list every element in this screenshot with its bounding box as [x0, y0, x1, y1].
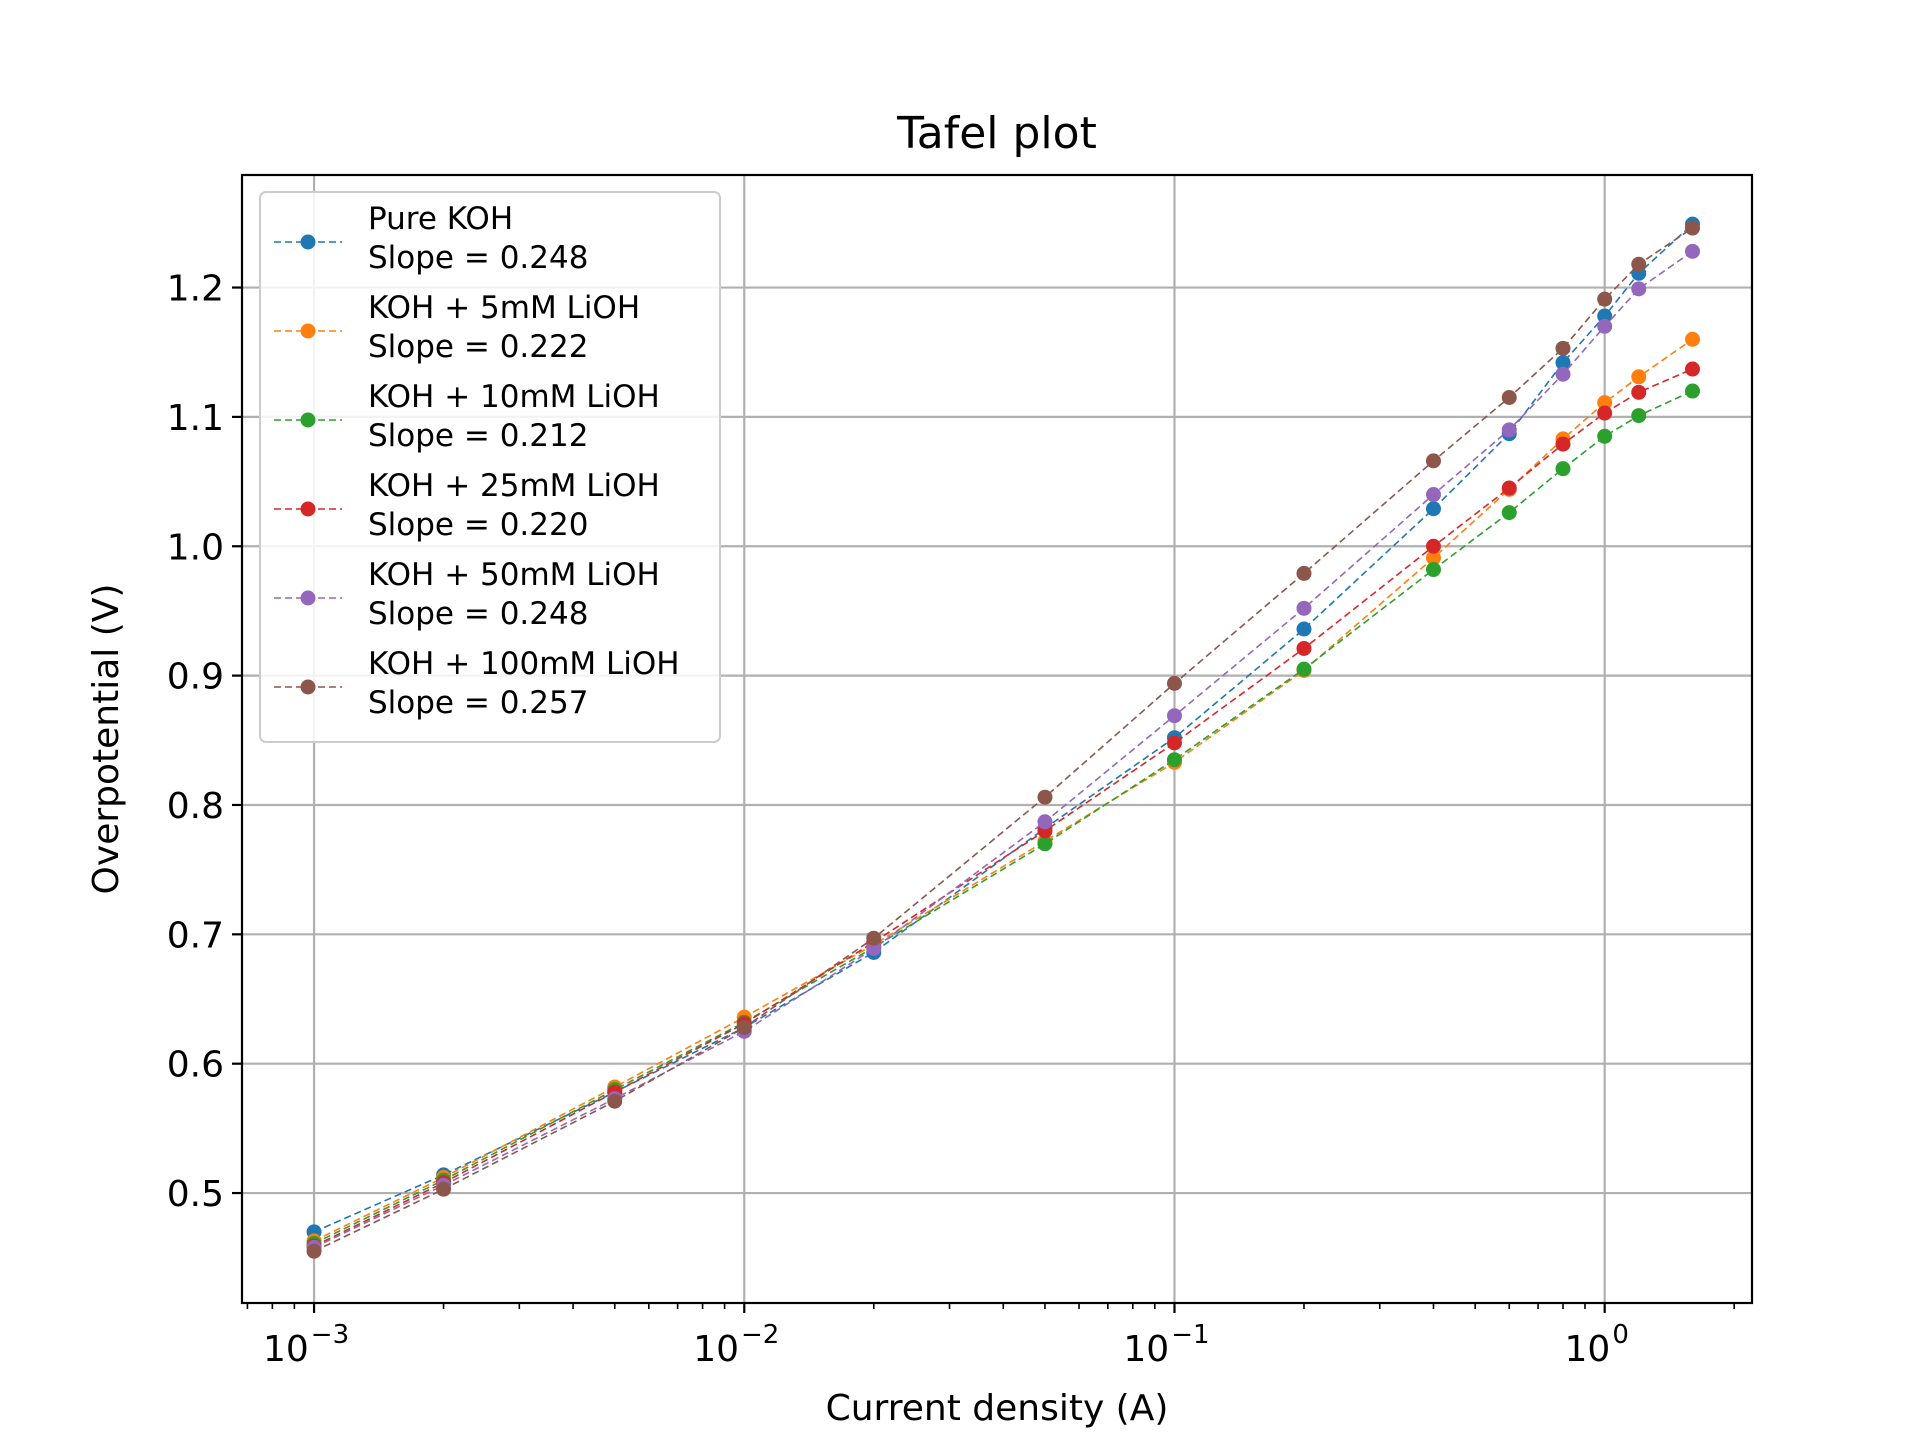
data-point — [1166, 752, 1182, 768]
data-point — [1296, 600, 1312, 616]
data-point — [1597, 428, 1613, 444]
x-axis-label: Current density (A) — [826, 1388, 1169, 1429]
data-point — [1037, 836, 1053, 852]
data-point — [1166, 708, 1182, 724]
data-point — [1685, 243, 1701, 259]
legend-marker — [300, 412, 316, 428]
y-axis-label: Overpotential (V) — [86, 584, 127, 895]
y-tick-label: 0.7 — [167, 915, 224, 956]
data-point — [1555, 340, 1571, 356]
y-tick-label: 1.1 — [167, 398, 224, 439]
series-layer — [306, 216, 1701, 1259]
series-6 — [306, 220, 1701, 1259]
legend-slope-label: Slope = 0.212 — [368, 418, 588, 454]
data-point — [736, 1019, 752, 1035]
data-point — [1296, 640, 1312, 656]
plot-frame — [240, 173, 1754, 1305]
data-point — [1037, 789, 1053, 805]
data-point — [1555, 436, 1571, 452]
y-tick-label: 0.6 — [167, 1045, 224, 1086]
data-point — [1685, 220, 1701, 236]
legend-series-name: KOH + 10mM LiOH — [368, 379, 660, 415]
y-tick-label: 1.0 — [167, 527, 224, 568]
legend-series-name: Pure KOH — [368, 201, 513, 237]
data-point — [1296, 621, 1312, 637]
data-point — [1555, 461, 1571, 477]
y-tick-label: 0.8 — [167, 786, 224, 827]
series-line — [313, 368, 1693, 1247]
legend-slope-label: Slope = 0.248 — [368, 240, 588, 276]
series-line — [313, 250, 1693, 1249]
x-tick-exponent: −2 — [741, 1320, 779, 1350]
legend-box — [259, 191, 721, 743]
y-tick-label: 1.2 — [167, 269, 224, 310]
data-point — [1597, 291, 1613, 307]
data-point — [1296, 565, 1312, 581]
series-5 — [306, 243, 1701, 1255]
legend-series-name: KOH + 25mM LiOH — [368, 468, 660, 504]
data-point — [1037, 814, 1053, 830]
legend-slope-label: Slope = 0.257 — [368, 685, 588, 721]
data-point — [1597, 318, 1613, 334]
data-point — [436, 1181, 452, 1197]
legend-marker — [300, 501, 316, 517]
data-point — [1296, 661, 1312, 677]
data-point — [866, 941, 882, 957]
data-point — [1425, 501, 1441, 517]
data-point — [1631, 408, 1647, 424]
data-point — [1685, 383, 1701, 399]
data-point — [1631, 384, 1647, 400]
data-point — [1501, 422, 1517, 438]
data-point — [1501, 389, 1517, 405]
y-tick-label: 0.5 — [167, 1174, 224, 1215]
data-point — [1166, 675, 1182, 691]
data-point — [1425, 550, 1441, 566]
data-point — [1166, 735, 1182, 751]
data-point — [1685, 331, 1701, 347]
x-tick-exponent: 0 — [1612, 1320, 1629, 1350]
x-tick-exponent: −3 — [311, 1320, 349, 1350]
legend-marker — [300, 234, 316, 250]
data-point — [1631, 281, 1647, 297]
data-point — [607, 1093, 623, 1109]
legend-marker — [300, 679, 316, 695]
legend-series-name: KOH + 100mM LiOH — [368, 646, 680, 682]
data-point — [1425, 562, 1441, 578]
data-point — [1501, 480, 1517, 496]
legend-slope-label: Slope = 0.248 — [368, 596, 588, 632]
data-point — [1597, 308, 1613, 324]
data-point — [1685, 361, 1701, 377]
data-point — [1501, 505, 1517, 521]
data-point — [1631, 369, 1647, 385]
data-point — [1425, 487, 1441, 503]
data-point — [1555, 355, 1571, 371]
data-point — [306, 1243, 322, 1259]
data-point — [1555, 366, 1571, 382]
data-point — [1425, 538, 1441, 554]
data-point — [1631, 256, 1647, 272]
legend-series-name: KOH + 5mM LiOH — [368, 290, 640, 326]
data-point — [1597, 405, 1613, 421]
legend-marker — [300, 323, 316, 339]
x-tick-exponent: −1 — [1171, 1320, 1209, 1350]
legend-slope-label: Slope = 0.222 — [368, 329, 588, 365]
data-point — [1597, 395, 1613, 411]
data-point — [1425, 453, 1441, 469]
legend-marker — [300, 590, 316, 606]
chart-title: Tafel plot — [896, 108, 1097, 159]
y-tick-label: 0.9 — [167, 657, 224, 698]
legend-slope-label: Slope = 0.220 — [368, 507, 588, 543]
legend-series-name: KOH + 50mM LiOH — [368, 557, 660, 593]
data-point — [866, 930, 882, 946]
